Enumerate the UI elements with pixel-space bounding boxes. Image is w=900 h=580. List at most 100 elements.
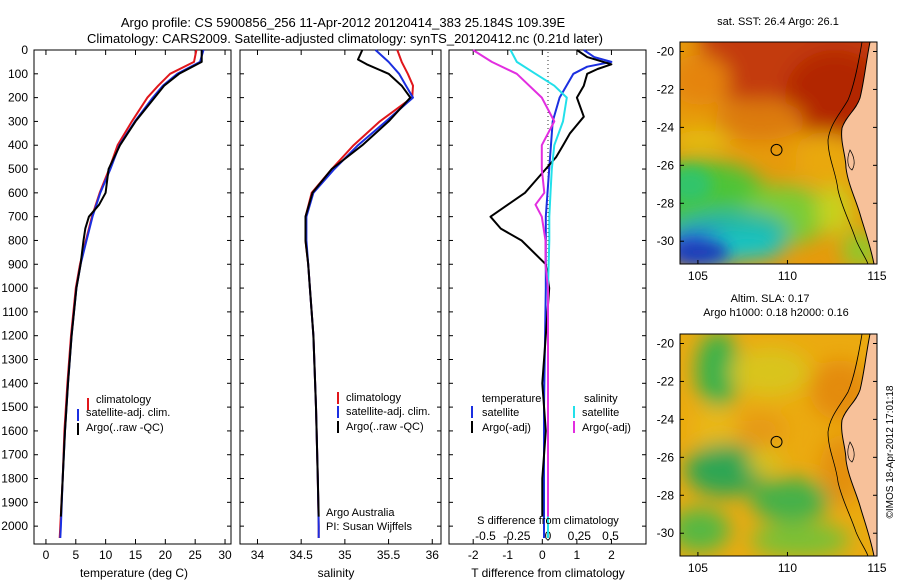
x-tick-label: 20 <box>159 548 173 562</box>
sst-map-title: sat. SST: 26.4 Argo: 26.1 <box>717 16 839 28</box>
lat-tick-label: -30 <box>657 234 675 248</box>
salinity-plot-frame <box>239 49 442 545</box>
lat-tick-label: -20 <box>657 44 675 58</box>
x-tick-label: 0 <box>539 548 546 562</box>
sla-lat-axis: -20 -22 -24 -26 -28 -30 <box>657 336 877 540</box>
depth-tick-label: 1800 <box>1 472 28 486</box>
sla-field <box>680 334 877 556</box>
depth-tick-label: 600 <box>8 186 28 200</box>
series-argo-raw-qc-line <box>304 49 412 517</box>
salinity-axis: 34 34.5 35 35.5 36 <box>240 49 441 562</box>
lon-tick-label: 105 <box>688 269 708 283</box>
figure-title-line-1: Argo profile: CS 5900856_256 11-Apr-2012… <box>121 15 566 30</box>
depth-tick-label: 1300 <box>1 352 28 366</box>
depth-tick-label: 100 <box>8 67 28 81</box>
difference-legend: temperature satellite Argo(-adj) salinit… <box>471 393 631 434</box>
x-tick-label: -1 <box>502 548 513 562</box>
temperature-series <box>58 49 205 539</box>
t-difference-label: T difference from climatology <box>471 566 625 580</box>
temperature-plot-frame <box>33 49 232 545</box>
x-tick-label: 2 <box>608 548 615 562</box>
x-tick-label: 36 <box>426 548 440 562</box>
legend-sal-argo-label: Argo(-adj) <box>582 422 631 434</box>
difference-series <box>472 49 613 538</box>
depth-tick-label: 500 <box>8 162 28 176</box>
lat-tick-label: -30 <box>657 526 675 540</box>
legend-climatology-label: climatology <box>346 392 402 404</box>
lat-tick-label: -26 <box>657 450 675 464</box>
sla-lon-axis: 105 110 115 <box>688 552 887 575</box>
argo-location-marker <box>770 435 783 448</box>
x-tick-label: 1 <box>574 548 581 562</box>
depth-tick-label: 2000 <box>1 519 28 533</box>
legend-climatology-label: climatology <box>96 394 152 406</box>
x-tick-label: 25 <box>189 548 203 562</box>
legend-sal-satellite-label: satellite <box>582 407 619 419</box>
temperature-panel: 0100200300400500600700800900100011001200… <box>1 43 232 580</box>
x-tick-label: 15 <box>129 548 143 562</box>
x-tick-label: 0 <box>43 548 50 562</box>
s-tick-label: -0.25 <box>503 529 531 543</box>
x-tick-label: 10 <box>99 548 113 562</box>
temperature-legend: climatology satellite-adj. clim. Argo(..… <box>77 394 170 435</box>
temperature-xlabel: temperature (deg C) <box>80 566 188 580</box>
temperature-axis: 0 5 10 15 20 25 30 <box>34 49 232 562</box>
depth-tick-label: 400 <box>8 138 28 152</box>
x-tick-label: 30 <box>218 548 232 562</box>
salinity-panel: 34 34.5 35 35.5 36 climatology satellite-adj… <box>239 49 442 580</box>
sst-field <box>680 42 877 264</box>
s-tick-label: 0.5 <box>602 529 619 543</box>
lat-tick-label: -22 <box>657 82 675 96</box>
x-tick-label: 35 <box>338 548 352 562</box>
sla-map-frame <box>679 333 878 557</box>
s-difference-label: S difference from climatology <box>477 515 619 527</box>
difference-axis: -2 -1 0 1 2-0.5 -0.25 0 0.25 0.5 <box>449 49 646 562</box>
depth-tick-label: 1000 <box>1 281 28 295</box>
depth-tick-label: 1100 <box>2 305 28 319</box>
x-tick-label: 34.5 <box>289 548 313 562</box>
lat-tick-label: -20 <box>657 336 675 350</box>
legend-temp-argo-label: Argo(-adj) <box>482 422 531 434</box>
lat-tick-label: -24 <box>657 120 675 134</box>
lat-tick-label: -28 <box>657 488 675 502</box>
x-tick-label: 35.5 <box>377 548 401 562</box>
lon-tick-label: 115 <box>867 269 886 283</box>
series-salinity-satellite-line <box>509 49 568 538</box>
lon-tick-label: 115 <box>867 561 886 575</box>
depth-tick-label: 1200 <box>1 329 28 343</box>
sst-lat-axis: -20 -22 -24 -26 -28 -30 <box>657 44 877 248</box>
lat-tick-label: -22 <box>657 374 675 388</box>
legend-temp-satellite-label: satellite <box>482 407 519 419</box>
series-argo-raw-qc-line <box>59 50 203 517</box>
s-tick-label: 0.25 <box>568 529 592 543</box>
depth-tick-label: 700 <box>8 210 28 224</box>
lat-tick-label: -26 <box>657 158 675 172</box>
annotation-argo-australia: Argo Australia <box>326 507 395 519</box>
depth-tick-label: 200 <box>8 91 28 105</box>
legend-argo-label: Argo(..raw -QC) <box>346 421 424 433</box>
lat-tick-label: -24 <box>657 412 675 426</box>
depth-tick-label: 1900 <box>1 495 28 509</box>
depth-tick-label: 900 <box>8 257 28 271</box>
sla-map: Altim. SLA: 0.17 Argo h1000: 0.18 h2000:… <box>657 293 896 575</box>
lat-tick-label: -28 <box>657 196 675 210</box>
depth-tick-label: 1500 <box>1 400 28 414</box>
x-tick-label: -2 <box>468 548 479 562</box>
series-temperature-argo-adj-line <box>489 49 613 517</box>
legend-satellite-label: satellite-adj. clim. <box>86 407 170 419</box>
sst-map-frame <box>679 41 878 265</box>
legend-salinity-header: salinity <box>584 393 618 405</box>
legend-temperature-header: temperature <box>482 393 541 405</box>
imos-timestamp: ©IMOS 18-Apr-2012 17:01:18 <box>885 385 896 518</box>
argo-location-marker <box>770 143 783 156</box>
salinity-series <box>304 49 414 538</box>
x-tick-label: 5 <box>72 548 79 562</box>
x-tick-label: 34 <box>251 548 265 562</box>
figure-title-line-2: Climatology: CARS2009. Satellite-adjuste… <box>87 31 603 46</box>
lon-tick-label: 105 <box>688 561 708 575</box>
depth-tick-label: 0 <box>21 43 28 57</box>
sla-map-subtitle: Argo h1000: 0.18 h2000: 0.16 <box>703 307 849 319</box>
legend-satellite-label: satellite-adj. clim. <box>346 406 430 418</box>
salinity-xlabel: salinity <box>318 566 355 580</box>
